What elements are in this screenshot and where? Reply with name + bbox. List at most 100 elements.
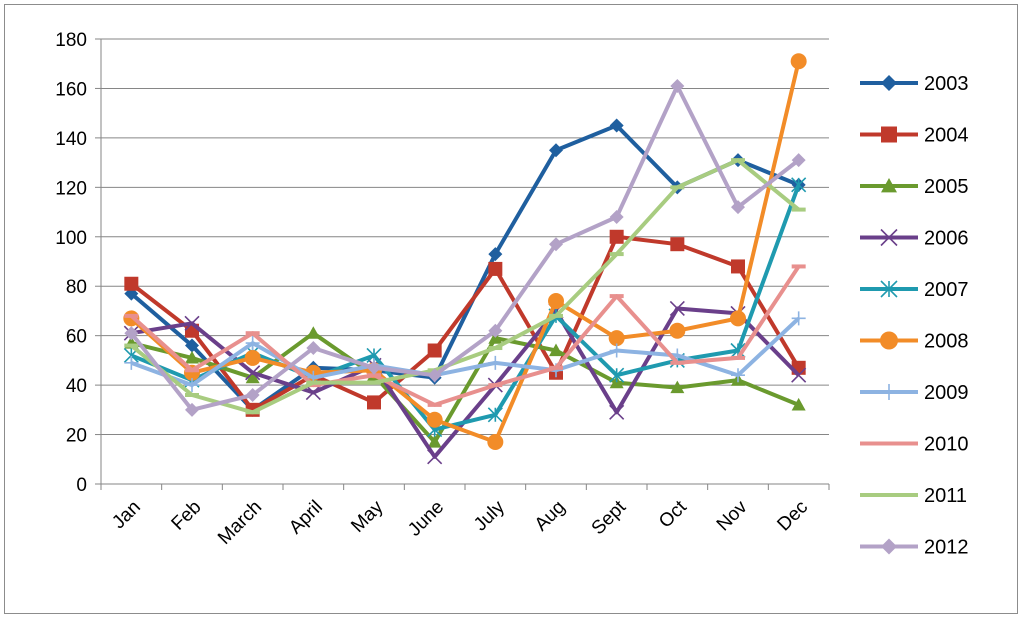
gridlines xyxy=(101,38,829,436)
data-point xyxy=(427,343,442,358)
data-point xyxy=(609,229,624,244)
x-tick-label: April xyxy=(285,497,327,539)
x-tick-label: Jan xyxy=(108,497,145,534)
data-point xyxy=(426,411,443,428)
x-tick-label: June xyxy=(404,497,448,541)
legend-label: 2010 xyxy=(924,434,969,456)
data-point xyxy=(549,343,563,357)
data-point xyxy=(427,449,443,465)
x-tick-label: July xyxy=(470,496,509,535)
data-point xyxy=(730,310,746,327)
data-point xyxy=(305,384,321,401)
axes xyxy=(95,38,830,490)
data-point xyxy=(548,293,564,310)
x-tick-label: Dec xyxy=(773,497,812,536)
data-point xyxy=(487,433,504,450)
legend-item-2009: 2009 xyxy=(860,382,969,404)
y-tick-label: 20 xyxy=(66,426,87,447)
data-point xyxy=(790,53,807,70)
y-tick-label: 40 xyxy=(66,376,87,397)
legend-item-2004: 2004 xyxy=(860,125,969,147)
data-point xyxy=(488,355,503,370)
y-tick-label: 100 xyxy=(55,228,87,249)
data-point xyxy=(791,177,807,193)
y-tick-label: 180 xyxy=(55,30,87,51)
data-point xyxy=(881,538,897,555)
y-tick-labels: 0 20 40 60 80 100 120 140 160 180 xyxy=(55,30,87,496)
legend-item-2012: 2012 xyxy=(860,537,969,559)
data-point xyxy=(669,300,685,317)
data-point xyxy=(367,360,381,375)
data-point xyxy=(306,326,321,339)
legend-label: 2003 xyxy=(924,73,969,95)
data-point xyxy=(880,280,898,298)
data-point xyxy=(245,336,260,351)
y-tick-label: 60 xyxy=(66,327,87,348)
series-line xyxy=(129,83,800,412)
data-point xyxy=(427,368,442,383)
series-lines xyxy=(123,53,807,465)
data-point xyxy=(244,349,261,366)
data-point xyxy=(124,355,139,370)
data-point xyxy=(791,367,807,383)
data-point xyxy=(306,341,321,356)
legend: 2003 2004 2005 2006 2007 2008 2009 2010 2011 2012 xyxy=(860,73,969,559)
series-2012 xyxy=(124,78,806,417)
data-point xyxy=(124,276,139,291)
data-point xyxy=(488,261,503,276)
y-tick-label: 80 xyxy=(66,277,87,298)
data-point xyxy=(880,228,898,247)
data-point xyxy=(880,331,898,350)
legend-label: 2004 xyxy=(924,125,969,147)
legend-label: 2006 xyxy=(924,228,969,250)
data-point xyxy=(670,380,685,394)
data-point xyxy=(185,350,199,364)
y-tick-label: 120 xyxy=(55,178,87,199)
x-tick-label: May xyxy=(347,496,388,537)
data-point xyxy=(731,368,745,383)
legend-item-2008: 2008 xyxy=(860,331,969,353)
series-line xyxy=(129,60,801,444)
legend-label: 2007 xyxy=(924,279,969,301)
series-2008 xyxy=(123,53,807,450)
legend-label: 2012 xyxy=(924,537,969,559)
data-point xyxy=(488,247,503,262)
chart-frame: 0 20 40 60 80 100 120 140 160 180 Jan Feb March Apri… xyxy=(4,4,1018,614)
data-point xyxy=(124,326,139,341)
x-tick-label: Feb xyxy=(168,497,206,535)
data-point xyxy=(670,78,685,93)
data-point xyxy=(609,343,624,358)
data-point xyxy=(881,178,897,193)
data-point xyxy=(791,397,806,411)
legend-label: 2011 xyxy=(924,485,967,507)
series-line xyxy=(129,265,801,407)
x-tick-label: Aug xyxy=(531,497,570,536)
legend-item-2006: 2006 xyxy=(860,228,969,250)
series-line xyxy=(130,331,800,444)
data-point xyxy=(791,153,806,168)
data-point xyxy=(731,200,745,215)
legend-item-2010: 2010 xyxy=(860,434,969,456)
line-chart: 0 20 40 60 80 100 120 140 160 180 Jan Feb March Apri… xyxy=(55,30,969,559)
data-point xyxy=(731,259,745,274)
data-point xyxy=(549,143,563,158)
data-point xyxy=(245,370,260,384)
series-line xyxy=(130,316,801,388)
data-point xyxy=(881,126,897,143)
legend-label: 2009 xyxy=(924,382,969,404)
data-point xyxy=(488,323,503,338)
series-line xyxy=(130,158,800,415)
data-point xyxy=(791,311,806,326)
x-tick-label: Sept xyxy=(588,496,631,539)
y-tick-label: 140 xyxy=(55,129,87,150)
data-point xyxy=(670,237,685,252)
data-point xyxy=(185,338,199,353)
x-tick-label: Oct xyxy=(655,496,691,532)
x-tick-label: Nov xyxy=(713,496,752,535)
x-tick-labels: Jan Feb March April May June July Aug Sept Oct Nov… xyxy=(108,496,812,549)
legend-item-2005: 2005 xyxy=(860,176,969,198)
legend-item-2011: 2011 xyxy=(860,485,967,507)
x-tick-label: March xyxy=(214,497,266,549)
legend-item-2007: 2007 xyxy=(860,279,969,301)
data-point xyxy=(609,367,625,383)
